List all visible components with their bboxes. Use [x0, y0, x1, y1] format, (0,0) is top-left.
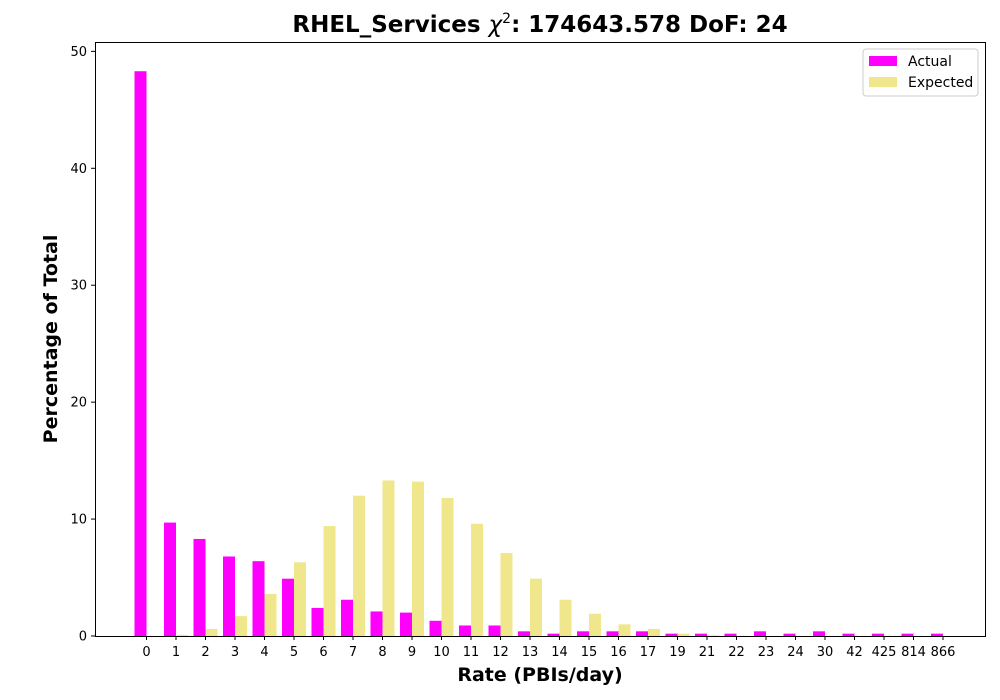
bar-expected-21: [707, 635, 719, 636]
bar-expected-8: [382, 480, 395, 636]
x-tick-label: 866: [931, 645, 956, 660]
plot-frame: [95, 42, 986, 637]
legend-label-actual: Actual: [908, 54, 952, 70]
bar-expected-16: [618, 624, 631, 636]
legend-label-expected: Expected: [908, 75, 973, 91]
bar-actual-7: [341, 599, 353, 636]
y-tick-label: 0: [79, 630, 87, 645]
x-tick-label: 7: [349, 645, 357, 660]
bar-actual-425: [872, 633, 884, 636]
x-tick-label: 4: [260, 645, 268, 660]
bars-group: [134, 71, 943, 637]
bar-actual-5: [282, 578, 294, 636]
x-tick-label: 1: [172, 645, 180, 660]
y-tick-label: 30: [70, 279, 87, 294]
chart-title-main: RHEL_Services: [292, 12, 488, 38]
bar-actual-21: [695, 633, 707, 636]
x-tick-label: 22: [728, 645, 745, 660]
legend-swatch-expected: [869, 77, 897, 87]
bar-actual-1: [164, 522, 176, 636]
legend: Actual Expected: [862, 48, 979, 97]
x-tick-label: 13: [522, 645, 539, 660]
chart-title: RHEL_Services χ2: 174643.578 DoF: 24: [292, 11, 787, 38]
bar-expected-4: [264, 593, 277, 636]
x-tick-label: 24: [787, 645, 804, 660]
chart-title-chi: χ: [487, 12, 504, 38]
x-tick-label: 42: [846, 645, 863, 660]
bar-actual-17: [636, 631, 648, 636]
bar-expected-12: [500, 552, 513, 636]
bar-actual-3: [223, 556, 235, 636]
bar-actual-30: [813, 631, 825, 636]
bar-expected-9: [412, 481, 424, 636]
bar-actual-13: [518, 631, 530, 636]
x-tick-label: 814: [901, 645, 926, 660]
bar-expected-17: [648, 628, 660, 636]
bar-actual-23: [754, 631, 766, 636]
bar-actual-814: [901, 633, 914, 636]
x-tick-label: 19: [669, 645, 686, 660]
bar-expected-5: [294, 562, 306, 636]
bar-expected-15: [589, 613, 601, 636]
y-ticks-group: 0 10 20 30 40 50: [70, 45, 95, 645]
x-axis-title: Rate (PBIs/day): [457, 664, 622, 686]
bar-expected-2: [205, 628, 218, 636]
bar-actual-24: [783, 633, 796, 636]
x-tick-label: 16: [610, 645, 627, 660]
x-tick-label: 12: [492, 645, 509, 660]
y-tick-label: 50: [70, 45, 87, 60]
bar-actual-42: [842, 633, 855, 636]
chart-title-chi-superscript: 2: [502, 11, 511, 27]
chart-title-rest: : 174643.578 DoF: 24: [511, 12, 788, 38]
y-tick-label: 20: [70, 396, 87, 411]
x-tick-label: 15: [581, 645, 598, 660]
bar-actual-2: [193, 538, 206, 636]
bar-expected-1: [176, 634, 188, 636]
x-tick-label: 9: [408, 645, 416, 660]
x-tick-label: 3: [231, 645, 239, 660]
x-tick-label: 14: [551, 645, 568, 660]
bar-actual-19: [665, 633, 678, 636]
x-tick-label: 21: [699, 645, 716, 660]
x-tick-label: 0: [142, 645, 150, 660]
bar-actual-16: [606, 631, 619, 636]
bar-actual-22: [724, 633, 737, 636]
x-tick-label: 2: [201, 645, 209, 660]
x-tick-label: 17: [640, 645, 657, 660]
bar-actual-11: [459, 625, 471, 636]
bar-actual-4: [252, 561, 265, 636]
bar-expected-6: [323, 526, 336, 636]
bar-actual-9: [400, 612, 412, 636]
x-tick-label: 23: [758, 645, 775, 660]
bar-expected-10: [441, 498, 454, 636]
x-tick-label: 10: [433, 645, 450, 660]
bar-expected-13: [530, 578, 542, 636]
bar-actual-10: [429, 620, 442, 636]
bar-actual-866: [931, 633, 943, 636]
bar-actual-0: [134, 71, 147, 637]
x-tick-label: 30: [817, 645, 834, 660]
bar-expected-7: [353, 495, 365, 636]
x-tick-label: 8: [378, 645, 386, 660]
bar-actual-15: [577, 631, 589, 636]
x-tick-label: 425: [872, 645, 897, 660]
bar-actual-14: [547, 633, 560, 636]
x-tick-label: 11: [463, 645, 480, 660]
x-ticks-group: 0 1 2 3 4 5 6 7 8 9 10 11 12 13 14 15 16 17 19 21 22 23 24 30 42…: [142, 636, 955, 660]
x-tick-label: 5: [290, 645, 298, 660]
legend-swatch-actual: [869, 56, 897, 66]
x-tick-label: 6: [319, 645, 327, 660]
bar-expected-19: [677, 633, 690, 636]
y-tick-label: 40: [70, 162, 87, 177]
bar-actual-6: [311, 607, 324, 636]
y-axis-title: Percentage of Total: [40, 235, 62, 444]
bar-expected-14: [559, 599, 572, 636]
bar-actual-8: [370, 611, 383, 636]
bar-expected-11: [471, 523, 483, 636]
bar-expected-3: [235, 616, 247, 636]
y-tick-label: 10: [70, 513, 87, 528]
bar-actual-12: [488, 625, 501, 636]
